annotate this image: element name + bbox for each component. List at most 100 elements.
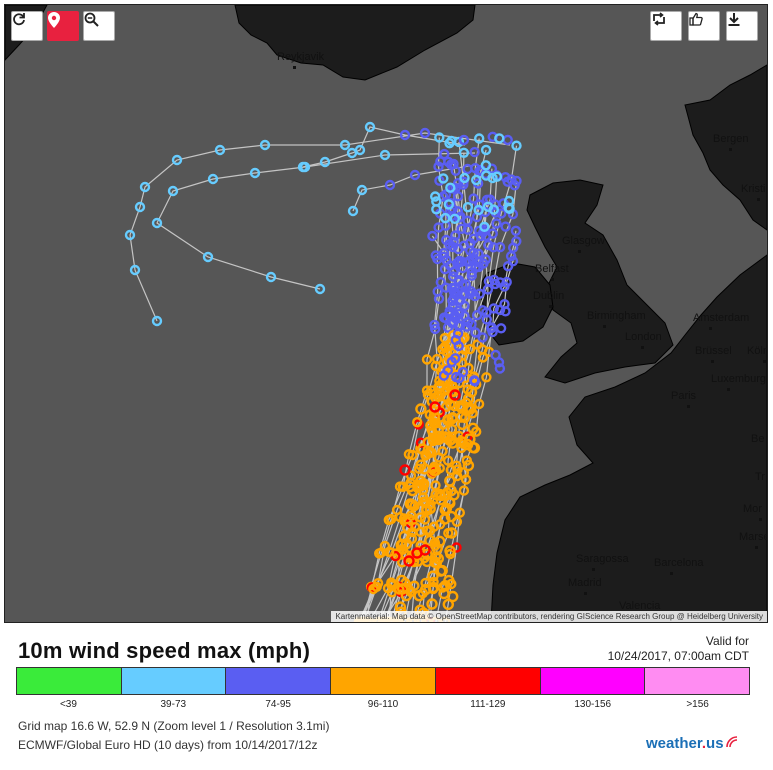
track-marker [448,292,460,303]
track-marker [445,182,456,193]
track-marker [462,201,474,213]
city-label: Birmingham [587,310,646,322]
track-marker [502,134,513,146]
track-marker [151,315,163,327]
track-marker [151,217,163,229]
track-marker [403,555,415,567]
track-marker [134,201,146,213]
track-marker [430,191,441,202]
track-marker [495,323,507,334]
track-marker [452,177,464,189]
track-marker [415,512,426,523]
track-marker [483,239,494,251]
repost-button[interactable] [650,11,682,41]
track-marker [440,282,452,293]
city-label: Valencia [619,600,661,612]
track-line [302,126,466,168]
track-marker [486,323,497,334]
track-marker [346,147,358,159]
legend-label: <39 [59,699,77,710]
track-marker [314,283,326,295]
download-button[interactable] [726,11,758,41]
track-marker [453,340,464,352]
track-marker [425,420,436,431]
legend-label: >156 [686,699,709,710]
track-marker [494,277,506,288]
legend-swatch [645,668,750,694]
city-marker [727,388,730,391]
track-marker [438,173,449,184]
city-marker [603,325,606,328]
map-attribution: Kartenmaterial: Map data © OpenStreetMap… [331,611,767,622]
track-marker [406,510,417,521]
track-marker [439,148,450,160]
track-marker [421,354,433,365]
land-iceland [234,5,476,81]
track-marker [446,413,458,425]
track-marker [491,171,503,182]
track-marker [403,449,415,460]
track-marker [457,467,469,479]
legend-label: 130-156 [574,699,612,710]
track-marker [374,548,385,559]
map-canvas[interactable] [5,5,767,622]
track-line [129,132,511,322]
track-marker [391,504,403,516]
refresh-button[interactable] [11,11,43,41]
track-marker [442,455,454,466]
track-marker [364,121,376,133]
track-marker [480,144,492,156]
track-marker [386,579,397,591]
weather-us-logo[interactable]: weather.us [646,735,739,752]
track-marker [427,570,439,582]
city-marker [584,592,587,595]
track-marker [480,160,492,171]
track-marker [419,583,432,596]
track-marker [473,204,484,216]
logo-text: weather [646,735,702,752]
city-marker [641,346,644,349]
track-marker [447,241,458,253]
track-marker [445,464,456,476]
track-marker [422,436,434,449]
color-legend [16,667,750,695]
track-marker [481,314,492,325]
track-marker [494,133,505,144]
land-continent [490,254,767,622]
city-marker [755,546,758,549]
track-marker [451,371,462,383]
city-label: Brüssel [695,345,732,357]
track-marker [402,521,414,534]
track-marker [372,578,384,589]
like-button[interactable] [688,11,720,41]
track-marker [468,247,479,259]
repost-icon [653,12,665,26]
track-marker [413,590,425,602]
track-marker [249,167,261,179]
model-info: ECMWF/Global Euro HD (10 days) from 10/1… [18,738,318,752]
track-marker [431,353,443,365]
track-marker [421,525,433,536]
location-pin-icon [48,12,60,28]
track-marker [444,545,456,557]
track-marker [139,181,151,193]
track-marker [406,484,419,497]
city-marker [592,568,595,571]
city-label: Amsterdam [693,312,750,324]
location-button[interactable] [47,11,79,41]
track-marker [500,306,511,317]
track-marker [441,254,452,266]
track-marker [434,463,445,474]
track-marker [439,312,450,323]
track-marker [426,598,438,610]
map-panel[interactable]: Reykjavik Bergen Kristi Glasgow Belfast Dubli… [4,4,768,623]
zoom-out-icon [84,12,99,27]
city-label: Luxemburg [711,373,767,385]
zoom-out-button[interactable] [83,11,115,41]
city-label: Barcelona [654,557,704,569]
track-marker [395,539,407,551]
track-marker [419,127,431,139]
city-label: Mor [743,503,762,515]
track-marker [494,241,506,253]
track-marker [265,271,277,283]
